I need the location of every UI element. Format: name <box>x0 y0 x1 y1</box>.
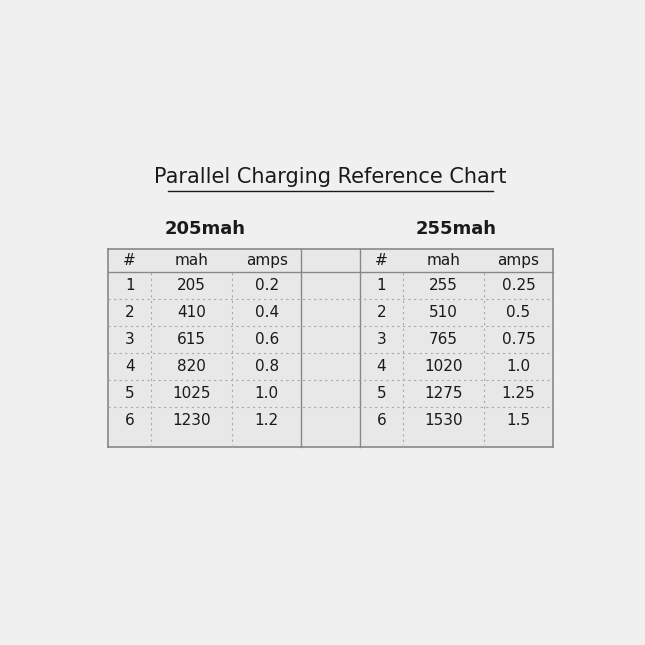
Text: 2: 2 <box>125 304 135 319</box>
Text: 0.75: 0.75 <box>502 332 535 346</box>
Text: 255: 255 <box>429 277 458 293</box>
Text: 0.8: 0.8 <box>255 359 279 373</box>
Text: 615: 615 <box>177 332 206 346</box>
Text: 4: 4 <box>125 359 135 373</box>
Text: 1020: 1020 <box>424 359 463 373</box>
Text: 410: 410 <box>177 304 206 319</box>
Text: 5: 5 <box>125 386 135 401</box>
Text: 1.5: 1.5 <box>506 413 531 428</box>
Text: amps: amps <box>246 253 288 268</box>
Text: 1025: 1025 <box>172 386 211 401</box>
Text: 0.4: 0.4 <box>255 304 279 319</box>
Text: mah: mah <box>175 253 209 268</box>
Text: 6: 6 <box>125 413 135 428</box>
Text: 205: 205 <box>177 277 206 293</box>
Text: 1.0: 1.0 <box>255 386 279 401</box>
Text: 6: 6 <box>377 413 386 428</box>
Text: 510: 510 <box>429 304 458 319</box>
Text: 0.5: 0.5 <box>506 304 531 319</box>
Text: 3: 3 <box>125 332 135 346</box>
Text: 1.2: 1.2 <box>255 413 279 428</box>
Bar <box>108 249 553 448</box>
Text: 2: 2 <box>377 304 386 319</box>
Text: Parallel Charging Reference Chart: Parallel Charging Reference Chart <box>154 166 507 187</box>
Text: 255mah: 255mah <box>416 220 497 238</box>
Text: 1: 1 <box>377 277 386 293</box>
Text: 1530: 1530 <box>424 413 463 428</box>
Text: 1230: 1230 <box>172 413 211 428</box>
Text: mah: mah <box>426 253 461 268</box>
Text: 3: 3 <box>377 332 386 346</box>
Text: 1275: 1275 <box>424 386 463 401</box>
Text: #: # <box>123 253 136 268</box>
Text: 0.2: 0.2 <box>255 277 279 293</box>
Text: 1.25: 1.25 <box>502 386 535 401</box>
Text: 1.0: 1.0 <box>506 359 531 373</box>
Text: 0.25: 0.25 <box>502 277 535 293</box>
Text: amps: amps <box>497 253 539 268</box>
Text: #: # <box>375 253 388 268</box>
Text: 205mah: 205mah <box>164 220 245 238</box>
Text: 1: 1 <box>125 277 135 293</box>
Text: 0.6: 0.6 <box>255 332 279 346</box>
Text: 820: 820 <box>177 359 206 373</box>
Text: 4: 4 <box>377 359 386 373</box>
Text: 5: 5 <box>377 386 386 401</box>
Text: 765: 765 <box>429 332 458 346</box>
